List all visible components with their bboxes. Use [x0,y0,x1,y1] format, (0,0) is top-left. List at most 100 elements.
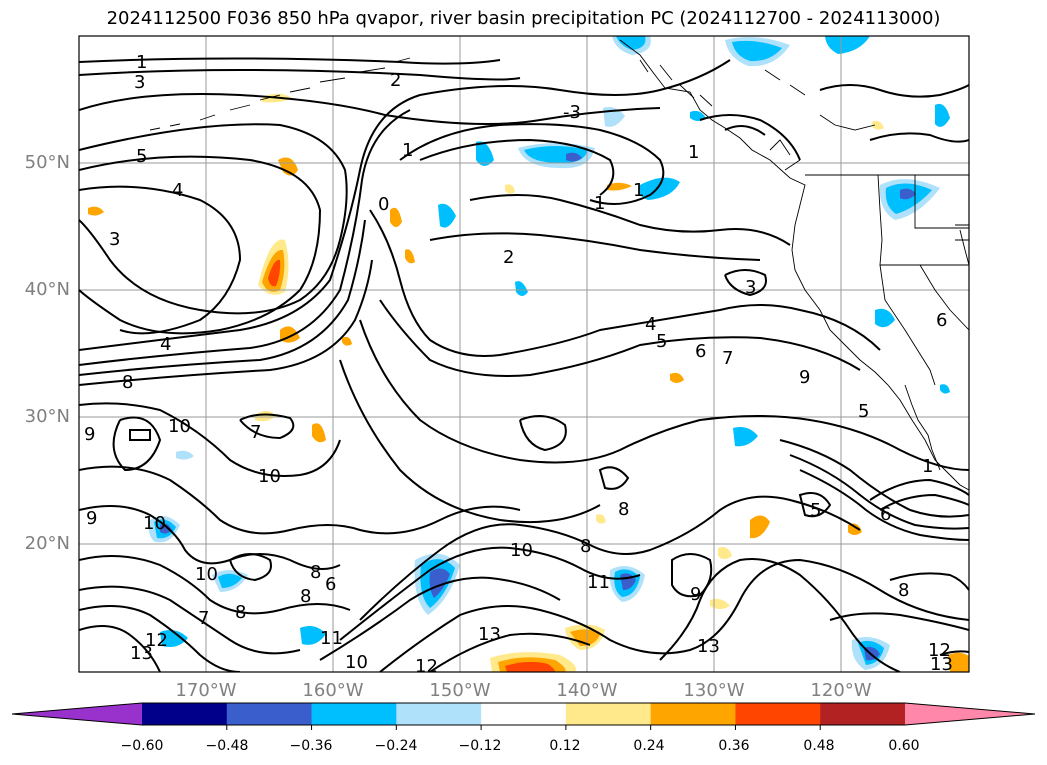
colorbar-tick-label: −0.60 [120,738,164,754]
contour-label: 7 [198,608,209,629]
contour-label: 12 [928,640,951,661]
colorbar-bin [735,703,821,725]
contour-label: 1 [402,140,413,161]
coastlines [149,39,969,491]
qvapor-contours [79,57,969,672]
precip-negative-patch [935,103,950,127]
precip-positive-patch [570,629,600,646]
precip-positive-patch [405,249,415,264]
colorbar-bin [565,703,652,725]
contour-labels: 1 3 2 -3 5 4 1 0 1 1 1 3 2 3 4 5 6 7 8 9… [84,52,953,677]
contour-label: 7 [250,422,261,443]
colorbar-tick-label: −0.12 [458,738,502,754]
lat-label: 30°N [24,406,70,427]
lon-label: 130°W [683,680,745,701]
contour-label: 5 [810,500,821,521]
contour-label: 9 [86,508,97,529]
contour-label: 1 [136,52,147,73]
precip-negative-patch [176,450,194,460]
precip-positive-patch [88,206,104,216]
precip-negative-patch [218,573,242,588]
colorbar-tick-label: −0.36 [289,738,333,754]
colorbar-outline [11,702,1036,726]
contour-label: 5 [136,146,147,167]
colorbar-bin [142,703,228,725]
precip-positive-patch [607,182,632,191]
map-area: 1 3 2 -3 5 4 1 0 1 1 1 3 2 3 4 5 6 7 8 9… [79,36,969,677]
precip-positive-patch [848,523,862,535]
contour-label: 2 [503,247,514,268]
precip-negative-patch [300,626,326,645]
precip-negative-patch [429,568,450,598]
precip-negative-patch [732,40,782,62]
precip-positive-patch [505,184,515,194]
contour-label: 13 [130,643,153,664]
colorbar-bin [481,703,567,725]
precip-shading [88,36,969,672]
colorbar-tick-label: −0.24 [374,738,418,754]
contour-label: 5 [656,331,667,352]
contour-label: 8 [618,499,629,520]
lat-label: 20°N [24,533,70,554]
contour-label: 10 [168,416,191,437]
lat-label: 50°N [24,152,70,173]
contour-label: 1 [922,456,933,477]
precip-negative-patch [160,523,172,534]
colorbar-tick-label: 0.24 [633,738,665,754]
precip-positive-patch [505,661,556,672]
lon-label: 170°W [175,680,237,701]
contour-label: 4 [645,314,656,335]
contour-label: 13 [697,636,720,657]
contour-label: 4 [172,180,183,201]
contour-label: 12 [415,656,438,677]
contour-label: 9 [799,367,810,388]
precip-negative-patch [940,384,950,394]
map-frame [78,35,970,673]
precip-positive-patch [718,547,732,559]
colorbar-tick-label: −0.48 [205,738,249,754]
contour-label: 3 [745,277,756,298]
colorbar-bin [820,703,906,725]
contour-label: 8 [300,586,311,607]
contour-label: 3 [109,229,120,250]
contour-label: 11 [320,628,343,649]
colorbar-tick-label: 0.48 [803,738,835,754]
precip-positive-patch [710,598,730,609]
precip-positive-patch [750,515,770,539]
contour-label: 2 [390,70,401,91]
colorbar-extend-high [905,703,1035,725]
colorbar-tick-label: 0.36 [718,738,750,754]
contour-label: 8 [898,580,909,601]
precip-negative-patch [515,281,528,296]
contour-label: 0 [378,194,389,215]
contour-label: 9 [690,584,701,605]
map-title: 2024112500 F036 850 hPa qvapor, river ba… [106,8,941,29]
precip-positive-patch [670,372,684,383]
precip-positive-patch [948,652,969,672]
contour-label: 9 [84,424,95,445]
precip-negative-patch [900,188,916,200]
contour-label: 8 [310,562,321,583]
contour-label: 10 [258,466,281,487]
colorbar [11,702,1036,730]
contour-label: 6 [880,504,891,525]
contour-label: -3 [563,102,581,123]
precip-positive-patch [872,120,884,130]
contour-label: 3 [134,72,145,93]
colorbar-tick-label: 0.60 [888,738,920,754]
lon-label: 160°W [302,680,364,701]
contour-label: 4 [160,334,171,355]
precip-negative-patch [616,36,646,50]
precip-negative-patch [476,141,494,166]
contour-label: 6 [695,341,706,362]
contour-label: 1 [633,180,644,201]
contour-label: 10 [345,652,368,673]
colorbar-bin [311,703,397,725]
precip-negative-patch [566,152,582,162]
precip-negative-patch [733,427,758,447]
precip-negative-patch [160,630,188,647]
contour-label: 6 [325,574,336,595]
precip-positive-patch [390,207,402,227]
precip-positive-patch [312,423,326,443]
